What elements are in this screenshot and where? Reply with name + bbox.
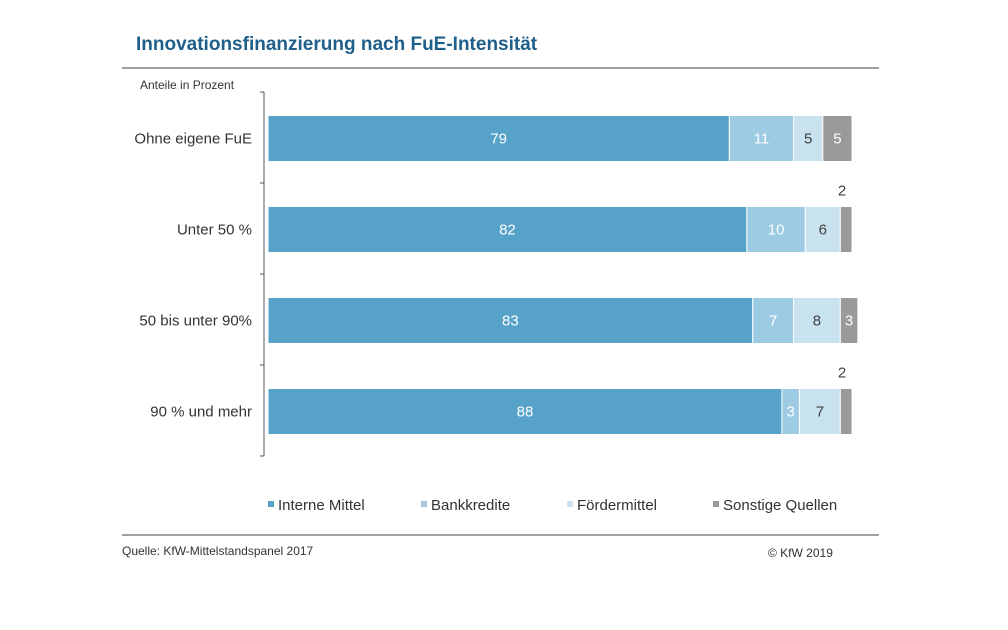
category-label: 50 bis unter 90% [139, 313, 252, 330]
copyright: © KfW 2019 [768, 546, 833, 560]
value-label: 5 [804, 131, 812, 148]
legend-label: Bankkredite [431, 497, 510, 514]
bar-segment [822, 115, 853, 162]
value-label: 83 [502, 313, 519, 330]
value-label: 11 [754, 131, 770, 148]
legend-item: Fördermittel [567, 497, 657, 514]
chart-title: Innovationsfinanzierung nach FuE-Intensi… [136, 34, 538, 55]
bar-segment [793, 115, 824, 162]
category-label: Unter 50 % [177, 222, 252, 239]
legend-item: Interne Mittel [268, 497, 365, 514]
value-label: 88 [517, 404, 534, 421]
value-label: 3 [787, 404, 795, 421]
bar-segment [728, 115, 795, 162]
value-label: 6 [819, 222, 827, 239]
legend-label: Sonstige Quellen [723, 497, 837, 514]
legend-swatch [567, 501, 573, 507]
legend-swatch [713, 501, 719, 507]
value-label: 8 [813, 313, 821, 330]
category-label: 90 % und mehr [150, 404, 252, 421]
bar-segment [267, 206, 748, 253]
legend-item: Sonstige Quellen [713, 497, 837, 514]
category-label: Ohne eigene FuE [134, 131, 252, 148]
bar-segment [267, 115, 730, 162]
bar-segment [752, 297, 795, 344]
value-label: 7 [769, 313, 777, 330]
source-note: Quelle: KfW-Mittelstandspanel 2017 [122, 544, 314, 558]
value-label: 3 [845, 313, 853, 330]
category-axis [260, 91, 265, 457]
bar-segment [839, 297, 859, 344]
legend: Interne Mittel Bankkredite Fördermittel Son… [268, 497, 837, 514]
bar-segment [746, 206, 806, 253]
value-label: 2 [838, 183, 846, 200]
value-label: 5 [833, 131, 841, 148]
legend-label: Interne Mittel [278, 497, 365, 514]
value-label: 7 [816, 404, 824, 421]
bar-segment [839, 388, 853, 435]
unit-label: Anteile in Prozent [140, 78, 235, 92]
category-labels: Ohne eigene FuE Unter 50 % 50 bis unter 90… [134, 131, 252, 421]
legend-item: Bankkredite [421, 497, 510, 514]
value-label: 2 [838, 365, 846, 382]
bar-segment [839, 206, 853, 253]
legend-swatch [268, 501, 274, 507]
value-label: 10 [768, 222, 785, 239]
value-label: 82 [499, 222, 516, 239]
value-label: 79 [490, 131, 507, 148]
legend-swatch [421, 501, 427, 507]
bar-segment [267, 388, 783, 435]
legend-label: Fördermittel [577, 497, 657, 514]
